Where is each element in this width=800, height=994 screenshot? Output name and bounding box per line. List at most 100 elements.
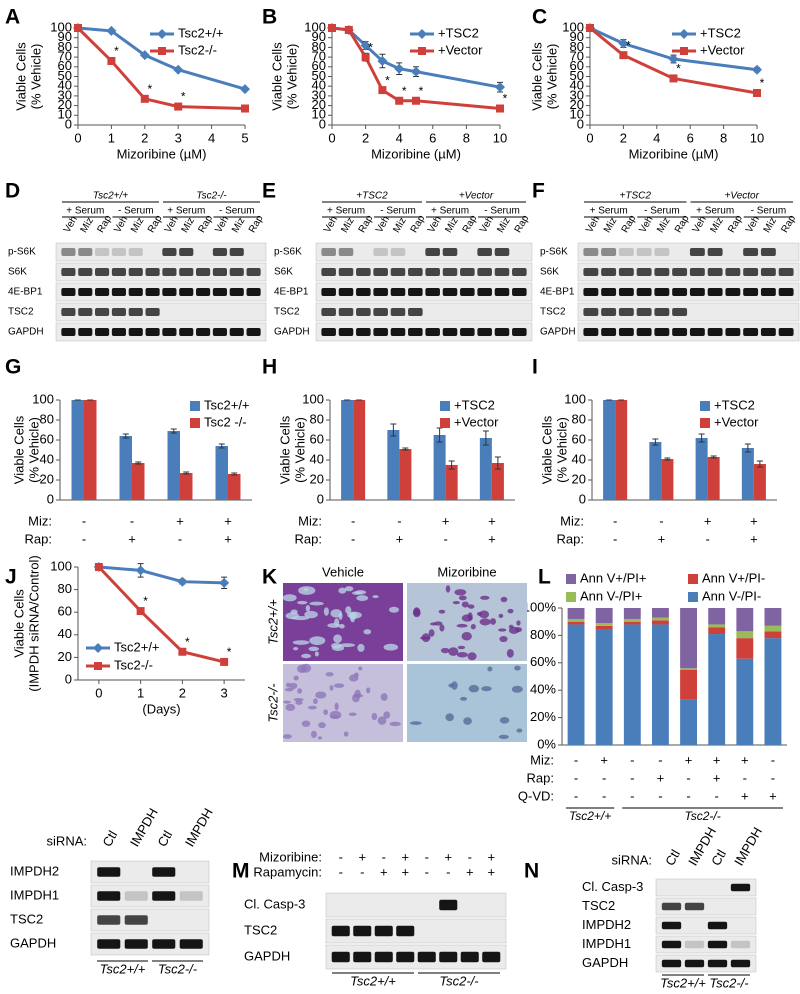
panel-letter: H	[262, 356, 277, 379]
lane-label: Miz	[129, 216, 146, 235]
data-point	[241, 104, 249, 113]
blot-band	[212, 248, 227, 256]
cell	[380, 693, 388, 701]
blot-band	[425, 328, 440, 336]
blot-band	[212, 288, 227, 296]
blot-band	[196, 268, 211, 276]
y-tick-label: 10	[570, 107, 584, 122]
cell	[297, 688, 303, 694]
blot-band	[743, 248, 759, 256]
y-tick-label: 60	[572, 431, 586, 446]
y-axis-label: Viable Cells	[539, 415, 554, 484]
condition-name: Miz:	[530, 752, 554, 767]
x-tick-label: 1	[137, 685, 144, 700]
blot-strip	[655, 935, 757, 954]
blot-strip	[55, 262, 267, 282]
condition-value: +	[713, 770, 721, 785]
bar-segment	[680, 668, 697, 670]
blot-band	[78, 288, 93, 296]
bar	[215, 446, 228, 500]
cell	[498, 734, 509, 740]
blot-band	[601, 268, 617, 276]
data-point	[174, 102, 183, 111]
cell	[439, 624, 445, 632]
y-tick-label: 10	[312, 107, 326, 122]
legend-label: +TSC2	[714, 397, 755, 412]
bar-segment	[623, 618, 641, 622]
blot-band	[61, 328, 76, 336]
y-tick-label: 60	[40, 431, 54, 446]
condition-label: + Serum	[167, 206, 205, 217]
x-tick-label: 4	[208, 130, 215, 145]
blot-band	[145, 308, 160, 316]
blot-strip	[655, 878, 757, 897]
bar-segment	[595, 629, 613, 745]
lane-label: Miz	[708, 216, 725, 235]
lane-label: Miz	[655, 216, 672, 235]
micrograph	[283, 664, 403, 742]
blot-band	[390, 308, 406, 316]
condition-value: -	[130, 513, 134, 528]
condition-name: Miz:	[298, 513, 322, 528]
condition-value: +	[750, 531, 758, 546]
blot-band	[494, 328, 510, 336]
cell	[327, 623, 341, 628]
condition-label: - Serum	[751, 206, 787, 217]
treatment-value: -	[446, 864, 450, 879]
cell	[356, 595, 369, 602]
blot-band	[128, 328, 143, 336]
legend-label: Tsc2+/+	[114, 639, 160, 654]
significance: *	[147, 82, 152, 96]
bar	[228, 474, 241, 500]
blot-band	[152, 939, 176, 949]
blot-band	[618, 308, 634, 316]
y-tick-label: 0%	[537, 736, 556, 751]
treatment-value: +	[487, 864, 495, 879]
lane-label: IMPDH	[731, 824, 765, 868]
blot-band	[321, 308, 336, 316]
blot-band	[654, 308, 670, 316]
blot-band	[356, 328, 371, 336]
cell	[448, 647, 459, 656]
blot-row-label: IMPDH2	[582, 917, 631, 932]
y-tick-label: 60	[312, 58, 326, 73]
blot-band	[124, 939, 148, 949]
blot-band	[636, 268, 652, 276]
bar	[603, 400, 616, 500]
bar-segment	[736, 658, 754, 745]
cell	[487, 666, 493, 672]
condition-label: + Serum	[431, 206, 469, 217]
data-point	[412, 96, 420, 105]
panel-letter: N	[524, 860, 539, 883]
blot-band	[373, 268, 388, 276]
x-tick-label: 4	[653, 130, 660, 145]
cell	[479, 618, 491, 626]
error-bar	[652, 438, 659, 446]
blot-band	[494, 288, 510, 296]
blot-band	[408, 328, 423, 336]
condition-name: Rap:	[557, 531, 584, 546]
y-tick-label: 50	[58, 68, 72, 83]
blot-strip	[55, 322, 267, 342]
error-bar	[402, 447, 409, 451]
error-bar	[218, 443, 225, 449]
error-bar	[135, 461, 142, 465]
bar-segment	[680, 669, 697, 700]
blot-band	[743, 268, 759, 276]
legend-marker	[679, 29, 689, 39]
cell	[357, 643, 365, 652]
blot-band	[583, 268, 599, 276]
treatment-value: +	[487, 849, 495, 864]
lane-label: IMPDH	[182, 805, 216, 849]
cell	[372, 595, 379, 599]
cell	[470, 624, 476, 630]
group-label: +Vector	[459, 191, 494, 202]
cell	[348, 712, 357, 717]
y-tick-label: 60	[570, 58, 584, 73]
x-tick-label: 10	[750, 130, 764, 145]
condition-value: +	[396, 531, 404, 546]
cell	[490, 618, 496, 625]
bar	[695, 438, 708, 500]
bar-segment	[567, 621, 585, 625]
blot-strip	[655, 897, 757, 916]
